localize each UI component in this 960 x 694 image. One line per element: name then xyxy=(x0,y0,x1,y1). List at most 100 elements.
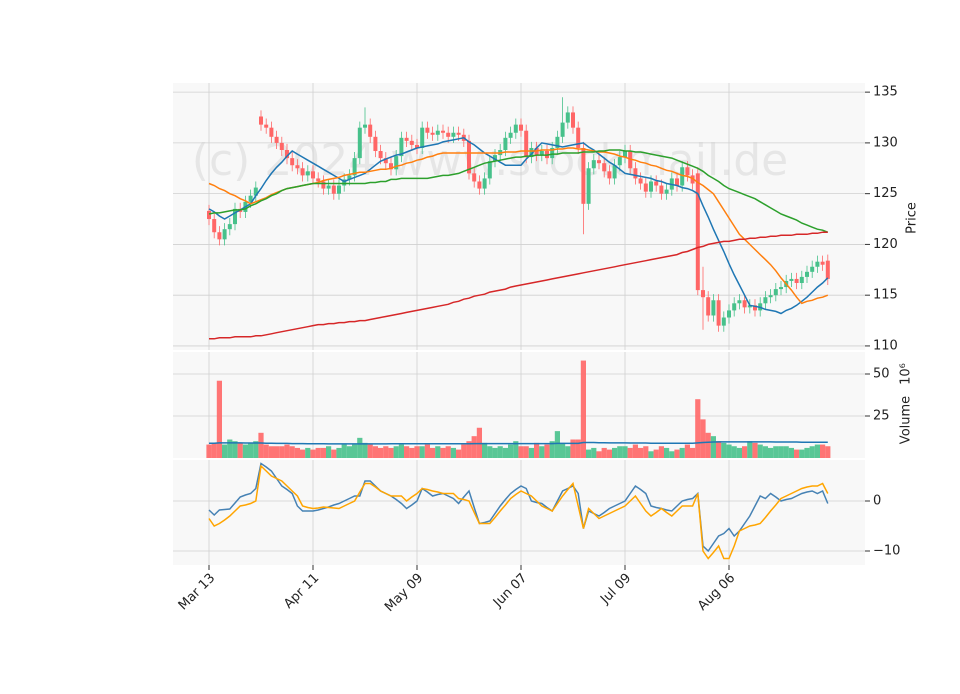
volume-bar xyxy=(409,447,415,458)
volume-bar xyxy=(456,449,462,458)
volume-bar xyxy=(211,442,217,458)
volume-bar xyxy=(315,447,321,458)
volume-bar xyxy=(638,447,644,458)
volume-bar xyxy=(232,441,238,458)
candle-body xyxy=(664,189,669,194)
volume-bar xyxy=(258,432,264,458)
candle-body xyxy=(539,151,544,156)
candle-body xyxy=(617,157,622,166)
moving-average-line xyxy=(209,231,828,340)
volume-bar xyxy=(362,442,368,458)
candle-body xyxy=(207,210,211,220)
candle-body xyxy=(290,158,295,166)
candle-body xyxy=(571,112,575,128)
candle-body xyxy=(555,136,560,148)
candle-body xyxy=(789,278,794,281)
volume-bar xyxy=(320,447,326,458)
candle-body xyxy=(264,124,269,128)
candle-body xyxy=(368,124,373,137)
candle-body xyxy=(581,147,586,204)
volume-bar xyxy=(398,444,404,458)
volume-bar xyxy=(710,436,716,458)
candle-body xyxy=(425,127,430,133)
candle-body xyxy=(597,160,601,164)
volume-bar xyxy=(445,446,451,458)
volume-bar xyxy=(591,447,597,458)
volume-bar xyxy=(632,444,638,458)
candle-body xyxy=(389,163,393,170)
volume-bar xyxy=(700,419,706,458)
candle-body xyxy=(420,127,425,148)
candle-body xyxy=(607,171,612,179)
x-tick-label: Jul 09 xyxy=(597,571,634,608)
candle-body xyxy=(513,124,518,133)
candle-body xyxy=(529,147,534,158)
volume-bar xyxy=(716,441,722,458)
y-tick-label: 135 xyxy=(873,85,898,100)
volume-bar xyxy=(284,444,290,458)
volume-bar xyxy=(705,432,711,458)
candle-body xyxy=(326,185,331,189)
candle-body xyxy=(441,130,445,133)
volume-bar xyxy=(253,441,259,458)
volume-bar xyxy=(783,446,789,458)
candle-body xyxy=(446,132,451,137)
moving-average-line xyxy=(208,136,829,315)
volume-bar xyxy=(372,446,378,458)
candle-body xyxy=(732,303,737,311)
candle-body xyxy=(825,260,830,279)
candle-body xyxy=(623,151,627,158)
volume-bar xyxy=(534,442,540,458)
candle-body xyxy=(612,165,617,179)
candle-body xyxy=(285,150,289,159)
volume-bar xyxy=(799,449,805,458)
candle-body xyxy=(378,151,383,159)
candle-body xyxy=(659,185,664,194)
candle-body xyxy=(638,178,643,184)
volume-bar xyxy=(658,446,664,458)
candle-body xyxy=(253,187,258,196)
volume-bar xyxy=(752,442,758,458)
y-tick-label: 125 xyxy=(873,186,898,201)
candle-body xyxy=(430,132,435,135)
candle-body xyxy=(409,140,414,145)
candle-body xyxy=(763,297,768,304)
volume-bar xyxy=(648,451,654,458)
candle-body xyxy=(519,124,523,131)
x-tick-label: Jun 07 xyxy=(490,571,530,611)
candle-body xyxy=(383,158,388,164)
volume-bar xyxy=(393,446,399,458)
candle-body xyxy=(316,178,321,182)
candle-body xyxy=(747,305,752,308)
volume-bar xyxy=(482,442,488,458)
volume-bar xyxy=(669,451,675,458)
candle-body xyxy=(472,173,477,182)
volume-bar xyxy=(596,451,602,458)
volume-bar xyxy=(747,441,753,458)
candle-body xyxy=(586,168,591,204)
candle-body xyxy=(482,178,487,189)
volume-bar xyxy=(331,449,337,458)
candle-body xyxy=(222,229,227,240)
volume-bar xyxy=(378,447,384,458)
candle-body xyxy=(753,305,757,311)
volume-bar xyxy=(809,446,815,458)
volume-bar xyxy=(762,446,768,458)
candle-body xyxy=(565,112,570,123)
volume-bar xyxy=(466,441,472,458)
candle-body xyxy=(212,219,217,233)
macd-line xyxy=(208,464,829,560)
x-tick-label: Aug 06 xyxy=(695,571,738,614)
x-tick-label: May 09 xyxy=(382,571,426,615)
volume-bar xyxy=(560,442,566,458)
candle-body xyxy=(342,179,347,186)
candle-body xyxy=(217,232,222,240)
volume-offset-label: 10⁶ xyxy=(899,363,914,385)
macd-line xyxy=(208,462,829,553)
macd-panel xyxy=(173,460,865,565)
volume-bar xyxy=(450,447,456,458)
volume-bar xyxy=(773,446,779,458)
volume-bar xyxy=(544,444,550,458)
candle-body xyxy=(373,136,378,152)
y-tick-label: −10 xyxy=(873,544,900,559)
